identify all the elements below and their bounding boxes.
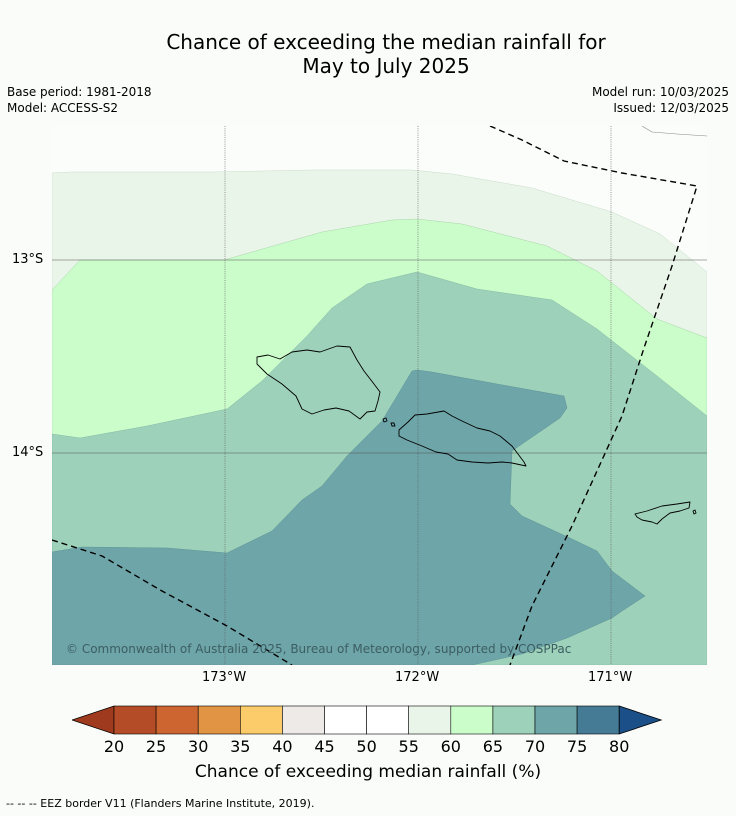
band-70-75 (52, 369, 646, 665)
colorbar-box (534, 705, 578, 735)
meta-right: Model run: 10/03/2025 Issued: 12/03/2025 (592, 84, 729, 116)
eez-borders (52, 126, 698, 665)
graticule (52, 126, 707, 665)
colorbar-tick-label: 40 (272, 737, 293, 756)
model-text: Model: ACCESS-S2 (7, 101, 119, 115)
colorbar-box (576, 705, 620, 735)
colorbar-extend-high (618, 705, 663, 735)
tutuila-island (634, 501, 691, 525)
apolima-island (390, 422, 396, 427)
aunuu-island (692, 509, 697, 515)
base-period-text: Base period: 1981-2018 (7, 85, 152, 99)
colorbar-tick-label: 30 (188, 737, 209, 756)
colorbar-box (324, 705, 367, 735)
colorbar-box (282, 705, 325, 735)
map-title-line2: May to July 2025 (302, 54, 470, 78)
issued-text: Issued: 12/03/2025 (613, 101, 729, 115)
colorbar-box (366, 705, 410, 735)
colorbar-extend-low (72, 705, 115, 735)
colorbar-tick-label: 70 (524, 737, 546, 756)
colorbar (72, 705, 663, 735)
lat-label-14s: 14°S (12, 445, 44, 460)
colorbar-box (197, 705, 241, 735)
colorbar-box (155, 705, 199, 735)
copyright-notice: © Commonwealth of Australia 2025, Bureau… (66, 642, 572, 656)
lon-label-171w: 171°W (588, 670, 633, 685)
colorbar-tick-label: 45 (314, 737, 335, 756)
eez-footnote: -- -- -- EEZ border V11 (Flanders Marine… (6, 797, 315, 810)
colorbar-tick-label: 65 (482, 737, 504, 756)
colorbar-box (113, 705, 157, 735)
map-title-line1: Chance of exceeding the median rainfall … (166, 30, 606, 54)
model-run-text: Model run: 10/03/2025 (591, 85, 729, 99)
lat-label-13s: 13°S (12, 252, 44, 267)
savaii-island (256, 345, 381, 420)
colorbar-tick-label: 50 (356, 737, 377, 756)
upolu-island (398, 410, 527, 467)
colorbar-tick-label: 60 (440, 737, 461, 756)
colorbar-tick-label: 55 (398, 737, 419, 756)
colorbar-box (240, 705, 283, 735)
colorbar-box (450, 705, 494, 735)
colorbar-tick-label: 20 (103, 737, 125, 756)
colorbar-label: Chance of exceeding median rainfall (%) (194, 762, 542, 782)
islands (256, 345, 697, 525)
colorbar-box (408, 705, 452, 735)
lon-label-172w: 172°W (395, 670, 440, 685)
colorbar-tick-label: 80 (609, 737, 630, 756)
top-right-outline (641, 126, 707, 137)
rainfall-map (52, 126, 707, 665)
lon-label-173w: 173°W (202, 670, 247, 685)
map-title: Chance of exceeding the median rainfall … (0, 30, 736, 78)
colorbar-tick-label: 25 (145, 737, 167, 756)
meta-left: Base period: 1981-2018 Model: ACCESS-S2 (7, 84, 152, 116)
manono-island (382, 417, 388, 423)
colorbar-tick-label: 35 (230, 737, 251, 756)
colorbar-box (492, 705, 536, 735)
colorbar-tick-label: 75 (566, 737, 588, 756)
